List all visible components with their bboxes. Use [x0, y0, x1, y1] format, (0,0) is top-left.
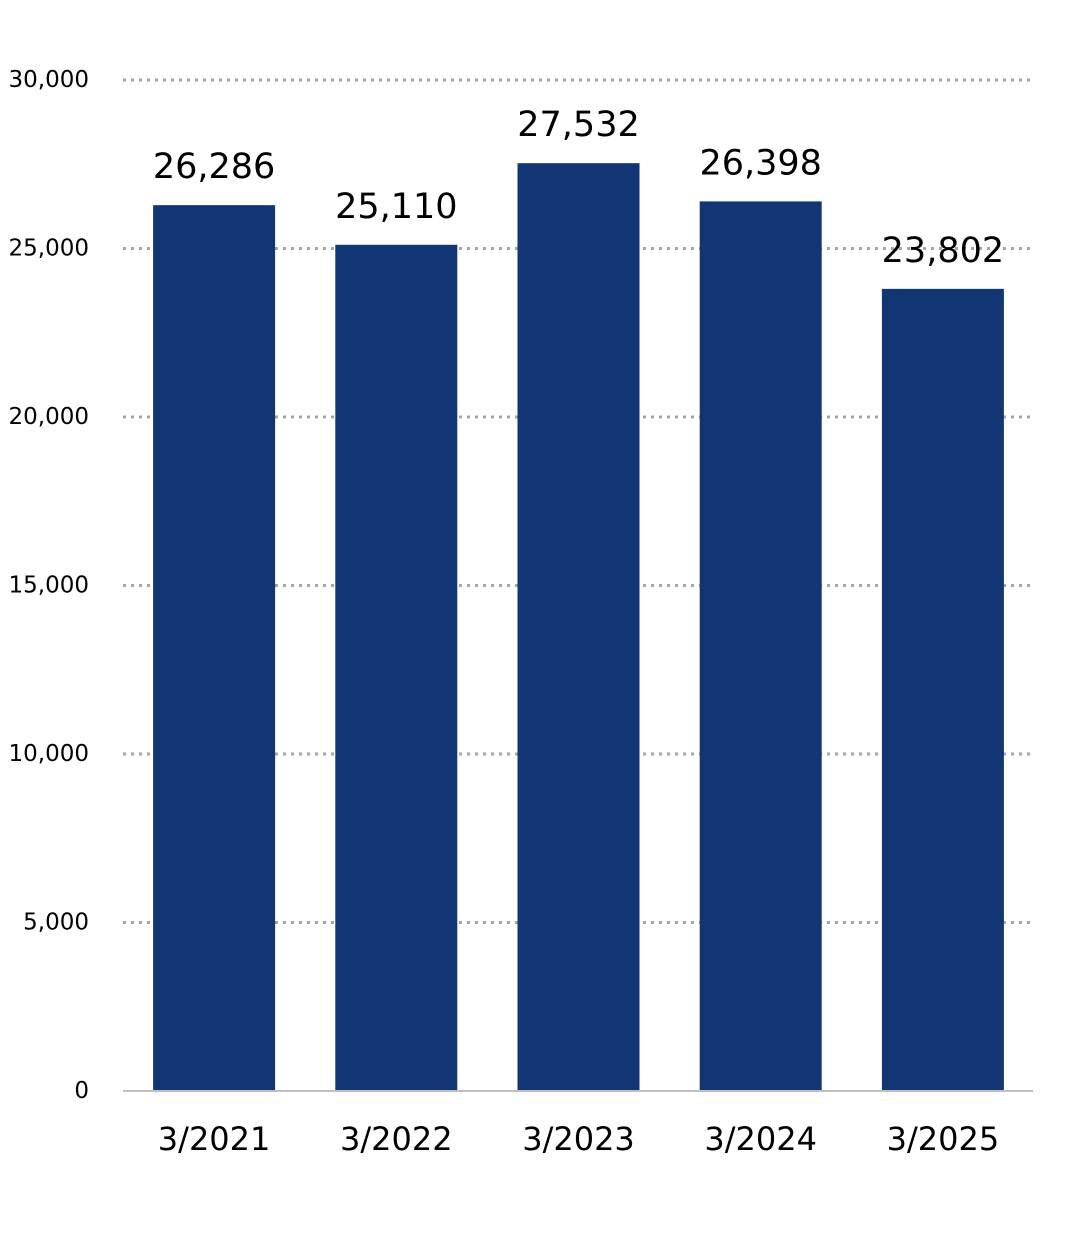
bar	[153, 205, 276, 1091]
y-tick-label: 15,000	[9, 573, 89, 599]
bars	[153, 163, 1004, 1092]
y-axis-tick-labels: 0 5,000 10,000 15,000 20,000 25,000 30,000	[9, 67, 89, 1104]
bar	[881, 288, 1004, 1092]
data-label: 25,110	[335, 187, 457, 227]
bar	[517, 163, 640, 1091]
y-tick-label: 30,000	[9, 67, 89, 93]
y-tick-label: 25,000	[9, 236, 89, 262]
data-label: 27,532	[517, 105, 639, 145]
y-tick-label: 10,000	[9, 741, 89, 767]
x-tick-label: 3/2025	[887, 1120, 1000, 1158]
x-tick-label: 3/2024	[704, 1120, 817, 1158]
data-label: 26,286	[153, 147, 275, 187]
y-tick-label: 20,000	[9, 404, 89, 430]
y-tick-label: 5,000	[23, 910, 89, 936]
x-tick-label: 3/2022	[340, 1120, 453, 1158]
data-label: 23,802	[882, 231, 1004, 271]
bar	[699, 201, 822, 1092]
x-tick-label: 3/2021	[158, 1120, 271, 1158]
bar	[335, 244, 458, 1092]
data-labels: 26,286 25,110 27,532 26,398 23,802	[153, 105, 1004, 271]
x-tick-label: 3/2023	[522, 1120, 635, 1158]
data-label: 26,398	[699, 143, 821, 183]
y-tick-label: 0	[74, 1078, 89, 1104]
x-axis-tick-labels: 3/2021 3/2022 3/2023 3/2024 3/2025	[158, 1120, 999, 1158]
